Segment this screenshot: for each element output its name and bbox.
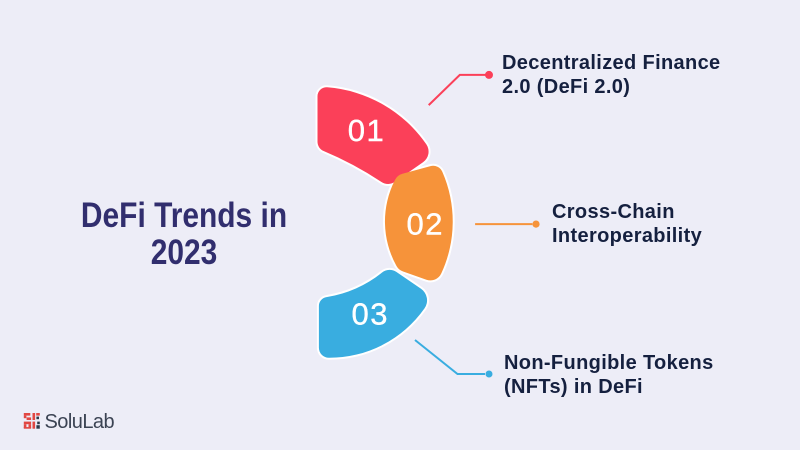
svg-text:SoluLab: SoluLab — [45, 412, 115, 433]
svg-text:03: 03 — [351, 296, 388, 331]
svg-text:02: 02 — [406, 206, 443, 241]
svg-text:01: 01 — [348, 113, 385, 148]
